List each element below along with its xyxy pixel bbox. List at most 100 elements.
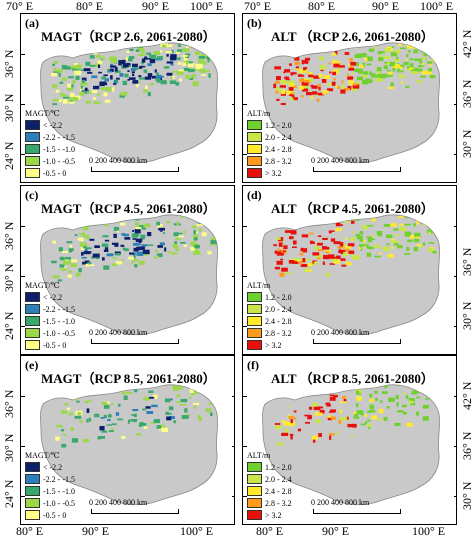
legend-swatch — [25, 168, 40, 178]
scale-bar-labels: 0 200 400 800 km — [311, 156, 370, 165]
legend-item: -2.2 - -1.5 — [25, 473, 75, 485]
legend-label: < -2.2 — [43, 120, 63, 130]
legend-swatch — [25, 316, 40, 326]
legend: ALT/m 1.2 - 2.0 2.0 - 2.4 2.4 - 2.8 2.8 - 3.… — [247, 281, 292, 351]
legend-label: < -2.2 — [43, 292, 63, 302]
right-lat-label: 30° N — [460, 481, 474, 510]
legend-item: 2.0 - 2.4 — [247, 303, 292, 315]
left-lat-label: 36° N — [2, 221, 16, 250]
legend-label: -0.5 - 0 — [43, 168, 67, 178]
legend-label: 2.8 - 3.2 — [265, 498, 292, 508]
bottom-lon-label: 100° E — [180, 524, 214, 538]
legend-label: -0.5 - 0 — [43, 340, 67, 350]
plateau-outline — [40, 42, 218, 164]
legend-swatch — [25, 328, 40, 338]
top-lon-label: 90° E — [372, 0, 400, 13]
graticule-tick — [21, 226, 25, 227]
bottom-lon-label: 80° E — [16, 524, 44, 538]
legend-label: > 3.2 — [265, 510, 282, 520]
permafrost-patches — [51, 214, 217, 282]
legend-swatch — [247, 304, 262, 314]
graticule-tick — [243, 54, 247, 55]
legend-label: -0.5 - 0 — [43, 510, 67, 520]
scale-bar-line — [91, 509, 179, 514]
legend-item: 1.2 - 2.0 — [247, 291, 292, 303]
right-lat-label: 42° N — [460, 381, 474, 410]
scale-bar-line — [91, 339, 179, 344]
graticule-tick — [243, 446, 247, 447]
legend-label: 1.2 - 2.0 — [265, 462, 292, 472]
legend-swatch — [25, 120, 40, 130]
left-lat-label: 36° N — [2, 389, 16, 418]
panel-title: MAGT（RCP 4.5, 2061-2080） — [41, 201, 216, 216]
left-lat-label: 24° N — [2, 479, 16, 508]
scale-bar-line — [313, 339, 401, 344]
legend-label: -1.0 - -0.5 — [43, 498, 75, 508]
legend-swatch — [25, 462, 40, 472]
left-lat-label: 30° N — [2, 93, 16, 122]
graticule-tick — [232, 276, 234, 277]
graticule-tick — [243, 104, 247, 105]
top-lon-label: 100° E — [190, 0, 224, 13]
bottom-lon-label: 90° E — [82, 524, 110, 538]
legend-unit: MAGT/℃ — [25, 281, 60, 290]
graticule-tick — [21, 396, 25, 397]
panel-letter: (e) — [25, 358, 39, 372]
legend-swatch — [25, 144, 40, 154]
map-panel-b: (b) ALT （RCP 2.6, 2061-2080） ALT/m 1.2 - 2.… — [242, 13, 457, 183]
map-panel-e: (e) MAGT（RCP 8.5, 2061-2080） MAGT/℃ < -2.2 -… — [20, 355, 235, 525]
legend-item: -0.5 - 0 — [25, 339, 75, 351]
graticule-tick — [454, 326, 456, 327]
legend-label: 1.2 - 2.0 — [265, 292, 292, 302]
graticule-tick — [21, 154, 25, 155]
legend-label: 2.0 - 2.4 — [265, 304, 292, 314]
scale-bar-line — [313, 167, 401, 172]
scale-bar-line — [91, 167, 179, 172]
legend-swatch — [247, 328, 262, 338]
panel-letter: (a) — [25, 16, 39, 30]
legend-swatch — [25, 156, 40, 166]
legend-item: 2.4 - 2.8 — [247, 143, 292, 155]
graticule-tick — [232, 326, 234, 327]
top-lon-label: 80° E — [308, 0, 336, 13]
legend-item: -1.5 - -1.0 — [25, 143, 75, 155]
legend-label: -2.2 - -1.5 — [43, 304, 75, 314]
top-lon-label: 100° E — [420, 0, 454, 13]
legend-item: 2.0 - 2.4 — [247, 473, 292, 485]
legend-label: -1.5 - -1.0 — [43, 316, 75, 326]
legend-label: 2.0 - 2.4 — [265, 132, 292, 142]
panel-letter: (c) — [25, 188, 39, 202]
right-lat-label: 36° N — [460, 247, 474, 276]
panel-letter: (b) — [247, 16, 262, 30]
panel-letter: (d) — [247, 188, 262, 202]
panel-title: MAGT（RCP 8.5, 2061-2080） — [41, 371, 216, 386]
legend-label: 2.4 - 2.8 — [265, 316, 292, 326]
right-lat-label: 36° N — [460, 79, 474, 108]
legend-swatch — [247, 168, 262, 178]
scale-bar-line — [313, 509, 401, 514]
left-lat-label: 30° N — [2, 263, 16, 292]
plateau-map — [262, 42, 440, 164]
legend-label: -2.2 - -1.5 — [43, 474, 75, 484]
graticule-tick — [232, 104, 234, 105]
legend-swatch — [25, 340, 40, 350]
legend-item: -1.0 - -0.5 — [25, 155, 75, 167]
legend-item: -1.0 - -0.5 — [25, 497, 75, 509]
legend: MAGT/℃ < -2.2 -2.2 - -1.5 -1.5 - -1.0 -1.0 -… — [25, 109, 75, 179]
legend-swatch — [25, 474, 40, 484]
graticule-tick — [454, 54, 456, 55]
legend-item: -0.5 - 0 — [25, 167, 75, 179]
legend-swatch — [247, 498, 262, 508]
legend-label: -1.5 - -1.0 — [43, 486, 75, 496]
bottom-lon-label: 100° E — [412, 524, 446, 538]
legend-swatch — [247, 340, 262, 350]
graticule-tick — [454, 226, 456, 227]
graticule-tick — [21, 326, 25, 327]
scale-bar-labels: 0 200 400 800 km — [89, 498, 148, 507]
right-lat-label: 42° N — [460, 29, 474, 58]
graticule-tick — [454, 104, 456, 105]
graticule-tick — [454, 396, 456, 397]
plateau-map — [40, 42, 218, 164]
legend-item: 1.2 - 2.0 — [247, 119, 292, 131]
legend-label: 2.8 - 3.2 — [265, 156, 292, 166]
